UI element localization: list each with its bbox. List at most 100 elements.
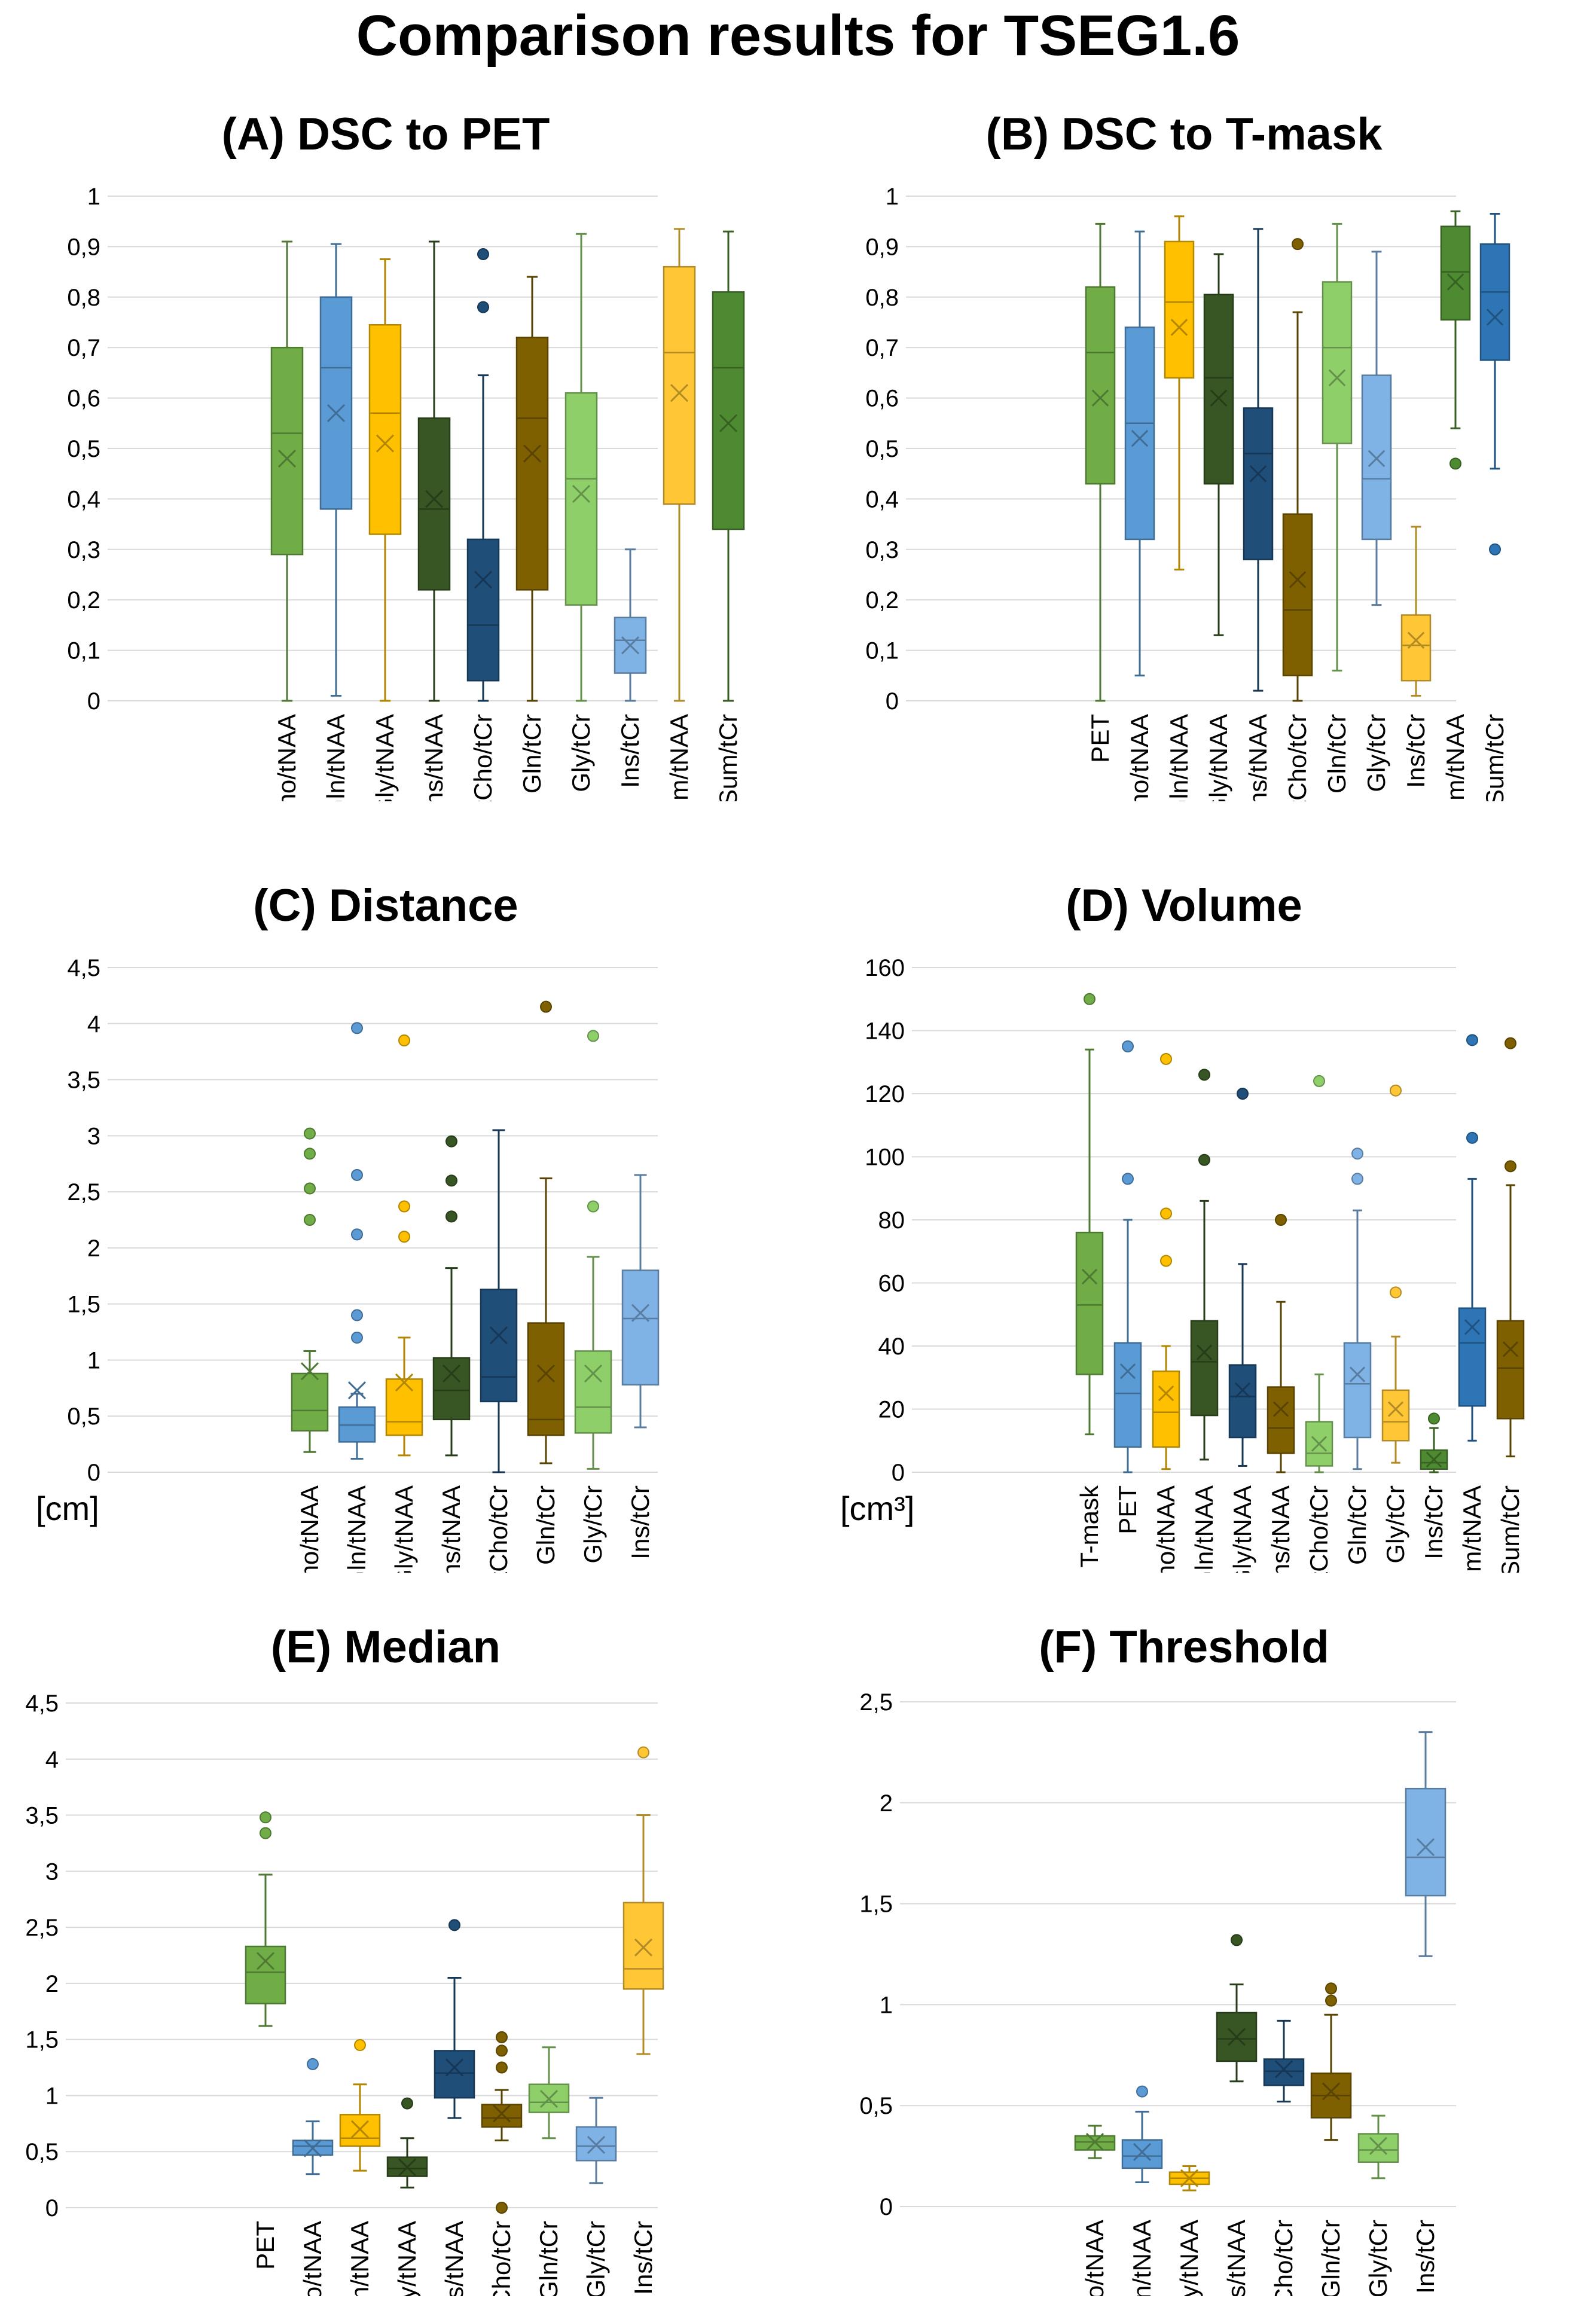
- y-tick-label: 3: [87, 1123, 100, 1149]
- mean-marker: [1133, 2143, 1152, 2161]
- box-iqr: [1243, 407, 1274, 560]
- y-tick-label: 0,4: [865, 486, 899, 512]
- outlier-point: [1390, 1084, 1402, 1097]
- mean-marker: [425, 490, 444, 508]
- chart-d: (D) Volume 0 20 40 60 80 100 120 140 160 [cm³] T-ma…: [840, 880, 1525, 1573]
- y-tick-label: 20: [878, 1397, 905, 1423]
- box-iqr: [1085, 286, 1116, 485]
- box-iqr: [245, 1945, 286, 2004]
- y-tick-label: 1: [45, 2083, 59, 2109]
- box-gln-tcr: [1322, 222, 1353, 672]
- box-tcho-tcr: [1263, 2019, 1305, 2102]
- y-tick-label: 0,7: [67, 335, 100, 361]
- figure-title: Comparison results for TSEG1.6: [356, 4, 1240, 68]
- outlier-point: [1489, 543, 1501, 556]
- y-tick-label: 0: [892, 1460, 905, 1486]
- box-ins-tcr: [614, 548, 647, 702]
- outlier-point: [307, 2058, 319, 2070]
- outlier-point: [398, 1200, 410, 1213]
- outlier-point: [351, 1168, 363, 1181]
- mean-marker: [1369, 2137, 1388, 2155]
- box-iqr: [1496, 1320, 1525, 1420]
- mean-marker: [587, 2135, 606, 2154]
- outlier-point: [1351, 1148, 1363, 1160]
- outlier-point: [496, 2061, 508, 2074]
- box-tcho-tcr: [1282, 238, 1313, 702]
- mean-marker: [395, 1373, 414, 1392]
- x-category-label: Gly/tCr: [579, 1485, 607, 1564]
- outlier-point: [1505, 1037, 1516, 1049]
- y-tick-label: 0,8: [67, 285, 100, 311]
- y-tick-label: 0,9: [67, 234, 100, 260]
- y-tick-label: 0,5: [67, 1403, 100, 1430]
- y-tick-label: 80: [878, 1207, 905, 1234]
- chart-a: (A) DSC to PET 0 0,1 0,2 0,3 0,4 0,5 0,6 0,7 0,8 0…: [67, 109, 745, 801]
- x-category-label: tCho/tCr: [469, 714, 497, 801]
- mean-marker: [1426, 1451, 1442, 1468]
- box-tcho-tcr: [480, 1129, 518, 1473]
- y-tick-label: 0,2: [67, 587, 100, 614]
- box-iqr: [480, 1289, 518, 1403]
- mean-marker: [350, 2120, 370, 2138]
- mean-marker: [719, 414, 738, 432]
- mean-marker: [1407, 631, 1425, 649]
- y-tick-label: 3,5: [25, 1803, 59, 1829]
- outlier-point: [496, 2031, 508, 2043]
- x-category-label: Gly/tCr: [582, 2221, 610, 2296]
- box-tcho-tnaa: [292, 2058, 334, 2175]
- mean-marker: [1368, 450, 1386, 468]
- x-category-label: Ins/tNAA: [1222, 2220, 1250, 2296]
- box-sum-tcr: [712, 230, 745, 702]
- box-iqr: [1121, 2139, 1163, 2169]
- x-category-label: Ins/tCr: [616, 714, 644, 788]
- box-iqr: [515, 337, 549, 591]
- y-tick-label: 1: [886, 184, 899, 210]
- panel-b-dsc-to-tmask: (B) DSC to T-mask 0 0,1 0,2 0,3 0,4 0,5 0,6 0,7 0…: [798, 96, 1570, 801]
- x-category-label: tCho/tCr: [487, 2221, 515, 2296]
- box-iqr: [1282, 513, 1313, 677]
- box-gly-tnaa: [368, 258, 402, 702]
- y-tick-label: 120: [865, 1081, 905, 1107]
- box-iqr: [1164, 240, 1195, 379]
- mean-marker: [376, 434, 395, 453]
- chart-title: (C) Distance: [253, 880, 518, 931]
- box-gln-tcr: [528, 2046, 570, 2140]
- box-ins-tcr: [622, 1746, 664, 2055]
- box-iqr: [270, 346, 304, 556]
- mean-marker: [1447, 273, 1464, 291]
- outlier-point: [260, 1811, 271, 1824]
- y-tick-label: 4: [45, 1747, 59, 1773]
- box-ins-tnaa: [1267, 1214, 1295, 1473]
- mean-marker: [1234, 1382, 1251, 1399]
- outlier-point: [1390, 1286, 1402, 1299]
- y-tick-label: 0,3: [67, 537, 100, 563]
- box-ins-tnaa: [417, 240, 451, 702]
- y-tick-label: 0,9: [865, 234, 899, 260]
- mean-marker: [1249, 465, 1267, 483]
- mean-marker: [1416, 1838, 1435, 1857]
- outlier-point: [477, 301, 489, 313]
- x-category-label: PET: [1113, 1485, 1142, 1534]
- outlier-point: [398, 1231, 410, 1243]
- chart-title: (A) DSC to PET: [222, 109, 550, 160]
- outlier-point: [351, 1331, 363, 1344]
- outlier-point: [351, 1228, 363, 1241]
- outlier-point: [448, 1919, 460, 1931]
- x-category-label: Gly/tNAA: [371, 714, 399, 801]
- mean-marker: [277, 449, 297, 468]
- x-category-label: Sum/tNAA: [665, 714, 693, 801]
- chart-c: (C) Distance 0 0,5 1 1,5 2 2,5 3 3,5 4 4,5 [cm] tCho…: [36, 880, 660, 1573]
- x-category-label: tCho/tNAA: [1152, 1485, 1180, 1573]
- box-iqr: [663, 265, 696, 505]
- box-ins-tnaa: [1216, 1934, 1258, 2083]
- outlier-point: [1351, 1173, 1363, 1185]
- y-tick-label: 0,7: [865, 335, 899, 361]
- y-tick-label: 0,4: [67, 486, 100, 512]
- box-tcho-tcr: [466, 248, 500, 702]
- box-tcho-tnaa: [1152, 1052, 1180, 1470]
- box-gly-tnaa: [1228, 1088, 1257, 1467]
- outlier-point: [304, 1148, 316, 1160]
- y-tick-label: 0: [886, 688, 899, 715]
- outlier-point: [1160, 1255, 1172, 1267]
- y-tick-label: 1: [87, 184, 100, 210]
